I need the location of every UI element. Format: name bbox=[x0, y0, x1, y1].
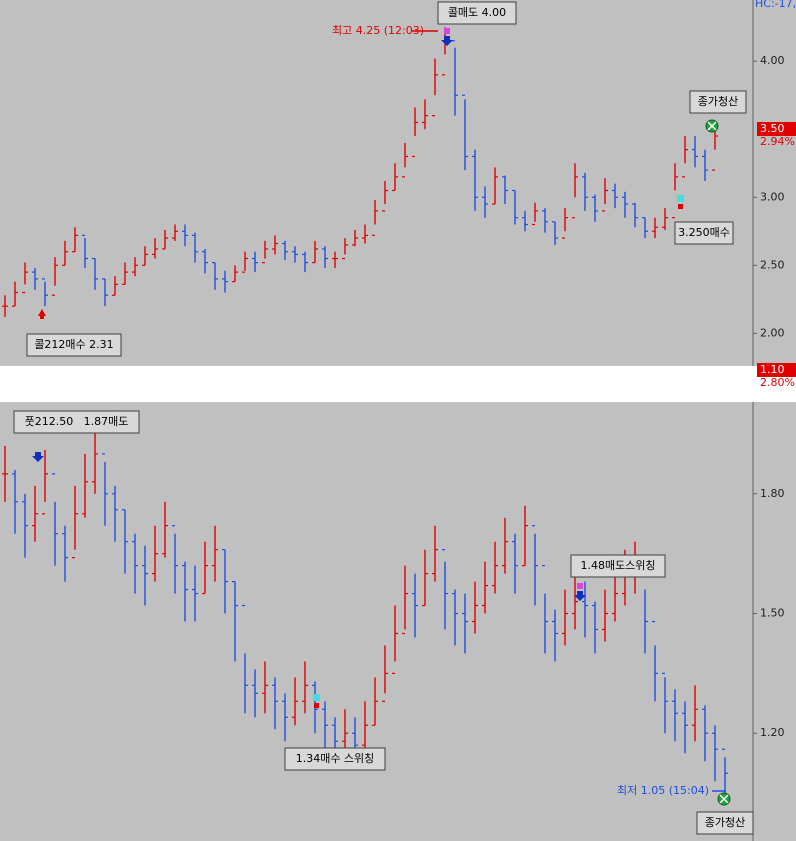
annotation-box bbox=[570, 554, 666, 578]
last-price-box bbox=[757, 363, 796, 377]
signal-icon bbox=[678, 204, 683, 209]
change-label: 2.80% bbox=[760, 376, 795, 389]
y-tick-label: 3.00 bbox=[760, 190, 785, 203]
annotation-box bbox=[696, 811, 754, 835]
signal-icon bbox=[38, 309, 46, 319]
signal-icon bbox=[677, 195, 684, 202]
annotation: 콜매도 4.00 bbox=[448, 6, 506, 19]
annotation: 종가청산 bbox=[705, 816, 745, 829]
change-label: 2.94% bbox=[760, 135, 795, 148]
y-tick-label: 1.20 bbox=[760, 726, 785, 739]
signal-icon bbox=[707, 121, 717, 131]
signal-icon bbox=[314, 703, 319, 708]
annotation-box bbox=[689, 90, 747, 114]
gap bbox=[0, 366, 796, 402]
last-price: 3.50 bbox=[760, 122, 785, 135]
last-price-box bbox=[757, 122, 796, 136]
signal-icon bbox=[441, 36, 453, 46]
y-tick-label: 2.50 bbox=[760, 258, 785, 271]
signal-icon bbox=[444, 28, 450, 34]
annotation-box bbox=[26, 333, 122, 357]
annotation: 콜212매수 2.31 bbox=[34, 338, 113, 351]
signal-icon bbox=[577, 583, 583, 589]
signal-icon bbox=[32, 452, 44, 462]
annotation: 1.34매수 스위칭 bbox=[296, 752, 375, 765]
plot-background bbox=[0, 0, 796, 366]
annotation: 최고 4.25 (12:03) bbox=[332, 24, 424, 37]
y-tick-label: 4.00 bbox=[760, 54, 785, 67]
plot-background bbox=[0, 402, 796, 841]
header: HC:-17, bbox=[755, 0, 796, 10]
annotation-box bbox=[437, 1, 517, 25]
y-tick-label: 2.00 bbox=[760, 326, 785, 339]
y-tick-label: 1.80 bbox=[760, 487, 785, 500]
annotation: 풋212.50 1.87매도 bbox=[25, 415, 129, 428]
signal-icon bbox=[574, 591, 586, 601]
annotation: 최저 1.05 (15:04) bbox=[617, 784, 709, 797]
y-tick-label: 1.50 bbox=[760, 607, 785, 620]
annotation: 3.250매수 bbox=[678, 226, 730, 239]
annotation-box bbox=[674, 221, 734, 245]
annotation: 종가청산 bbox=[698, 95, 738, 108]
last-price: 1.10 bbox=[760, 363, 785, 376]
annotation-box bbox=[13, 410, 140, 434]
signal-icon bbox=[313, 694, 320, 701]
annotation-box bbox=[284, 747, 386, 771]
signal-icon bbox=[719, 794, 729, 804]
annotation: 1.48매도스위칭 bbox=[580, 559, 655, 572]
